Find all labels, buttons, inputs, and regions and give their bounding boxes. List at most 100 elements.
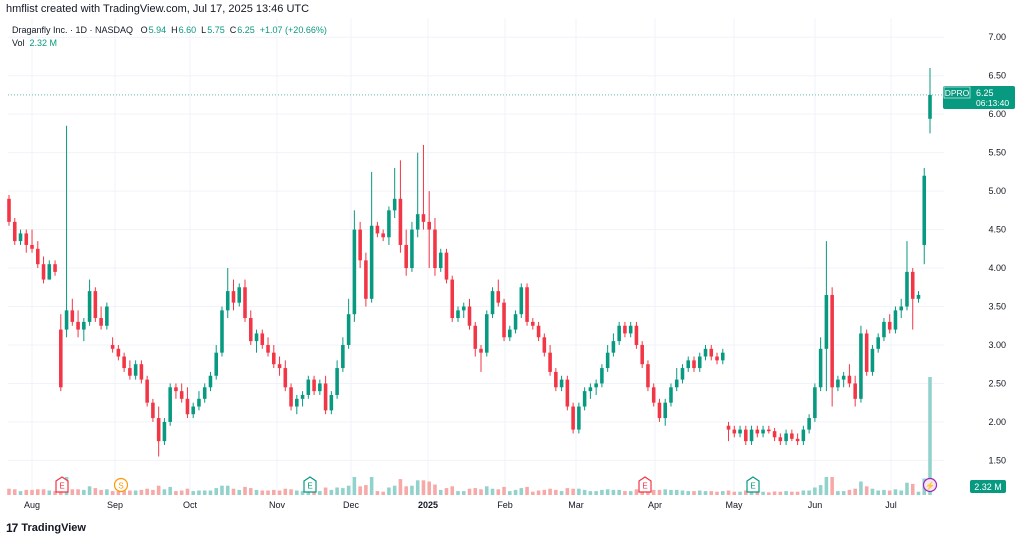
candle-body	[571, 406, 575, 430]
y-tick-label: 5.00	[988, 186, 1006, 196]
volume-bar	[174, 491, 178, 495]
event-marker-earnings[interactable]: E	[55, 476, 69, 493]
volume-bar	[749, 490, 754, 495]
volume-bar	[220, 485, 224, 495]
candle-body	[807, 418, 811, 430]
candle-body	[484, 314, 489, 353]
candle-body	[82, 321, 86, 330]
candle-body	[600, 368, 604, 384]
candle-body	[588, 387, 593, 392]
candle-body	[847, 375, 852, 384]
price-badge-value: 6.25	[976, 88, 994, 98]
candle-body	[732, 429, 737, 434]
candle-body	[663, 402, 667, 419]
volume-bar	[605, 489, 610, 495]
volume-bar	[588, 491, 593, 495]
volume-bar	[329, 489, 334, 495]
volume-bar	[346, 485, 351, 495]
volume-bar	[824, 477, 829, 495]
candle-body	[554, 371, 558, 388]
volume-bar	[772, 491, 777, 495]
legend-symbol: Draganfly Inc. · 1D · NASDAQ	[12, 25, 134, 35]
candle-body	[433, 229, 437, 269]
candle-body	[502, 302, 506, 338]
volume-bar	[669, 489, 673, 495]
volume-bar	[744, 490, 748, 495]
candle-body	[582, 391, 587, 407]
volume-bar	[674, 489, 679, 495]
candle-body	[329, 394, 334, 411]
candle-body	[47, 264, 52, 280]
volume-bar	[335, 487, 339, 495]
candle-body	[772, 431, 777, 438]
volume-bar	[122, 490, 126, 495]
volume-bar	[876, 490, 880, 495]
candle-body	[421, 214, 426, 222]
event-marker-earnings[interactable]: E	[303, 476, 317, 493]
x-tick-label: Jul	[885, 500, 897, 510]
candle-body	[697, 356, 702, 369]
volume-bar	[87, 486, 92, 495]
candle-body	[18, 233, 23, 242]
volume-bar	[490, 488, 495, 495]
x-tick-label: Feb	[497, 500, 513, 510]
candle-body	[824, 294, 829, 349]
price-axis[interactable]: 7.00 6.50 6.00 5.50 5.00 4.50 4.00 3.50 3.00 2.50…	[988, 32, 1006, 465]
candle-body	[202, 387, 207, 399]
candle-body	[818, 348, 823, 388]
candle-body	[605, 352, 610, 369]
volume-bar	[807, 490, 811, 495]
volume-bar	[272, 489, 276, 495]
candle-body	[392, 198, 397, 211]
volume-bar	[571, 488, 575, 495]
volume-bar	[467, 488, 472, 495]
candle-body	[801, 429, 806, 442]
volume-bar	[686, 491, 691, 495]
event-marker-earnings[interactable]: E	[746, 476, 760, 493]
volume-bar	[404, 486, 408, 495]
volume-bar	[41, 489, 46, 495]
candle-body	[525, 287, 529, 322]
volume-bar	[99, 489, 103, 495]
candle-body	[479, 348, 483, 353]
x-tick-label: Dec	[343, 500, 360, 510]
volume-bar	[110, 491, 115, 495]
x-tick-label: Aug	[24, 500, 40, 510]
volume-bar	[813, 487, 817, 495]
candle-body	[726, 425, 731, 430]
candle-body	[767, 429, 771, 432]
volume-bar	[289, 489, 293, 495]
candle-body	[790, 433, 794, 439]
volume-bar	[611, 489, 616, 495]
x-tick-label: Jun	[808, 500, 823, 510]
volume-bar	[254, 489, 259, 495]
time-axis[interactable]: Aug Sep Oct Nov Dec 2025 Feb Mar Apr May Jun Jul	[24, 500, 897, 510]
volume-bar	[818, 485, 823, 495]
candle-body	[364, 260, 368, 299]
event-marker-split[interactable]: S	[113, 477, 129, 493]
volume-bar	[35, 489, 40, 495]
volume-bar	[767, 492, 771, 495]
y-tick-label: 2.00	[988, 417, 1006, 427]
volume-bar	[536, 490, 541, 495]
event-marker-earnings[interactable]: E	[638, 476, 652, 493]
candle-body	[156, 418, 161, 442]
candle-body	[225, 291, 230, 311]
x-tick-label: Sep	[107, 500, 123, 510]
price-badge-ticker: DPRO	[945, 88, 970, 98]
volume-bar	[410, 485, 414, 495]
volume-badge: 2.32 M	[970, 480, 1006, 493]
candle-body	[456, 310, 460, 319]
candle-body	[841, 375, 846, 380]
volume-bar	[300, 491, 305, 495]
event-marker-flash[interactable]: ⚡	[922, 477, 938, 493]
candle-body	[208, 375, 213, 388]
candle-body	[398, 198, 403, 245]
candle-body	[76, 321, 80, 330]
volume-bar	[600, 489, 604, 495]
candle-body	[594, 383, 598, 388]
volume-bar	[438, 489, 443, 495]
tradingview-brand[interactable]: 17 TradingView	[6, 521, 86, 535]
candle-body	[519, 287, 524, 315]
